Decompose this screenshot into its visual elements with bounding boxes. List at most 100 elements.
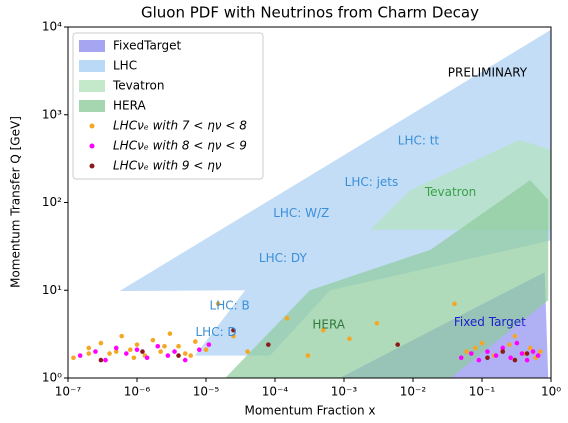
- data-point: [458, 355, 464, 361]
- data-point: [134, 342, 140, 347]
- annotation: LHC: D: [195, 325, 236, 339]
- data-point: [197, 347, 202, 353]
- data-point: [231, 327, 236, 333]
- data-point: [182, 357, 188, 363]
- chart-title: Gluon PDF with Neutrinos from Charm Deca…: [141, 4, 479, 22]
- x-tick-label: 10⁻³: [331, 385, 358, 399]
- data-point: [86, 351, 92, 356]
- data-point: [395, 342, 400, 347]
- annotation: LHC: jets: [345, 175, 399, 189]
- data-point: [245, 349, 250, 354]
- data-point: [124, 351, 129, 356]
- data-point: [188, 353, 193, 358]
- y-tick-label: 10⁰: [42, 371, 62, 385]
- data-point: [507, 342, 512, 347]
- legend-swatch: [79, 60, 105, 72]
- data-point: [374, 321, 380, 326]
- data-point: [158, 349, 163, 354]
- data-point: [215, 301, 221, 307]
- legend-marker: [89, 123, 95, 129]
- data-point: [206, 342, 212, 347]
- data-point: [476, 357, 482, 363]
- x-tick-label: 10⁻⁵: [193, 385, 220, 399]
- legend-label: HERA: [113, 99, 146, 113]
- data-point: [203, 347, 209, 353]
- data-point: [485, 349, 490, 354]
- data-point: [493, 353, 499, 358]
- data-point: [193, 339, 198, 344]
- data-point: [182, 351, 188, 356]
- region-lhc: [119, 29, 551, 356]
- legend-label: LHCνₑ with 8 < ην < 9: [113, 139, 247, 153]
- x-tick-label: 10⁻¹: [469, 385, 496, 399]
- data-point: [519, 351, 525, 356]
- data-point: [103, 357, 108, 363]
- data-point: [113, 345, 119, 351]
- data-point: [77, 353, 83, 358]
- region-hera: [225, 180, 549, 378]
- x-tick-label: 10⁰: [541, 385, 561, 399]
- data-point: [71, 355, 76, 361]
- legend-swatch: [79, 40, 105, 52]
- data-point: [305, 353, 311, 358]
- legend-swatch: [79, 100, 105, 112]
- legend-swatch: [79, 80, 105, 92]
- data-point: [172, 349, 177, 354]
- data-point: [150, 337, 156, 343]
- legend: FixedTarget LHC Tevatron HERA LHCνₑ with 7 <…: [72, 32, 264, 180]
- y-tick-label: 10³: [42, 107, 62, 121]
- data-point: [508, 355, 513, 361]
- annotation: Fixed Target: [454, 315, 526, 329]
- data-point: [452, 301, 457, 307]
- x-tick-label: 10⁻⁴: [262, 385, 289, 399]
- data-point: [464, 349, 469, 354]
- data-point: [479, 340, 485, 346]
- data-point: [524, 357, 530, 363]
- data-point: [500, 345, 506, 351]
- data-point: [155, 343, 161, 349]
- legend-label: LHC: [113, 59, 137, 73]
- data-point: [119, 333, 124, 339]
- data-point: [524, 351, 530, 356]
- legend-frame: [72, 32, 264, 180]
- annotation: LHC: tt: [398, 134, 440, 148]
- data-point: [284, 315, 290, 321]
- y-axis-label: Momentum Transfer Q [GeV]: [9, 116, 23, 288]
- data-point: [98, 357, 104, 363]
- data-point: [231, 333, 236, 339]
- annotation: Tevatron: [424, 185, 476, 199]
- data-point: [176, 343, 181, 349]
- legend-label: FixedTarget: [113, 39, 182, 53]
- legend-label: Tevatron: [112, 79, 164, 93]
- legend-marker: [89, 163, 95, 169]
- annotation: LHC: B: [210, 299, 250, 313]
- legend-marker: [89, 143, 95, 149]
- data-point: [167, 331, 173, 336]
- y-tick-label: 10⁴: [42, 20, 62, 34]
- data-point: [165, 353, 171, 358]
- data-point: [162, 343, 167, 349]
- legend-label: LHCνₑ with 7 < ην < 8: [113, 119, 247, 133]
- data-point: [527, 345, 533, 351]
- data-point: [530, 349, 536, 354]
- data-point: [485, 355, 490, 361]
- data-point: [512, 333, 518, 339]
- data-point: [500, 349, 506, 354]
- x-tick-label: 10⁻⁶: [124, 385, 151, 399]
- data-point: [473, 345, 478, 351]
- x-tick-label: 10⁻⁷: [55, 385, 82, 399]
- data-point: [140, 349, 145, 354]
- data-point: [131, 355, 137, 361]
- x-axis-label: Momentum Fraction x: [244, 404, 375, 418]
- annotation: LHC: W/Z: [273, 206, 329, 220]
- data-point: [144, 355, 150, 361]
- data-point: [347, 336, 352, 342]
- annotation: HERA: [312, 318, 345, 332]
- data-point: [98, 340, 104, 346]
- data-point: [113, 349, 119, 354]
- legend-label: LHCνₑ with 9 < ην: [113, 159, 222, 173]
- data-point: [535, 353, 541, 358]
- x-tick-label: 10⁻²: [400, 385, 427, 399]
- data-point: [93, 349, 98, 354]
